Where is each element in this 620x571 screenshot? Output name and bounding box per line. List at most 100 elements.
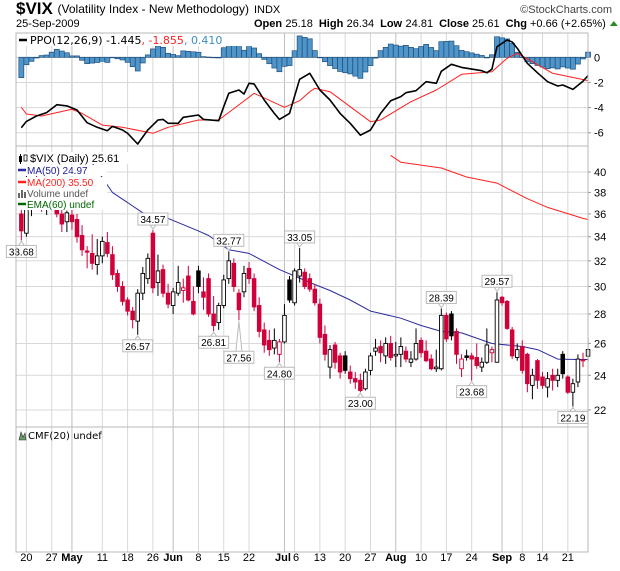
ppo-histogram-bar — [489, 54, 495, 58]
candle-body — [135, 292, 140, 322]
candle-body — [307, 278, 313, 290]
x-tick-label: 6 — [293, 552, 299, 564]
x-tick-label: 18 — [121, 552, 133, 564]
ppo-histogram-bar — [291, 50, 298, 58]
ppo-histogram-bar — [69, 55, 75, 58]
candlestick — [504, 299, 510, 330]
y-tick-label: 30 — [594, 281, 606, 293]
ppo-histogram-bar — [377, 50, 384, 58]
ppo-histogram-bar — [195, 51, 202, 58]
candle-body — [358, 379, 363, 391]
symbol: $VIX — [16, 0, 54, 18]
candle-body — [413, 343, 419, 360]
candle-body — [140, 272, 146, 294]
ppo-histogram-bar — [367, 56, 374, 66]
candle-body — [231, 262, 237, 287]
change-value: +0.66 (+2.65%) — [530, 18, 606, 30]
candlestick — [115, 269, 120, 292]
price-annotation: 23.68 — [456, 380, 488, 399]
ppo-histogram-bar — [139, 56, 146, 64]
ppo-histogram-bar — [276, 56, 283, 73]
panel-frames — [15, 32, 589, 553]
grid-lines — [16, 33, 588, 552]
candlestick — [287, 276, 292, 303]
candle-body — [24, 207, 29, 234]
candle-body — [363, 371, 368, 390]
ppo-legend-text: PPO(12,26,9) -1.445, -1.855, 0.410 — [30, 34, 222, 47]
candlestick — [272, 328, 277, 355]
ppo-histogram-bar — [337, 56, 343, 72]
ppo-y-tick-label: -2 — [594, 77, 604, 89]
ppo-histogram-bar — [23, 56, 30, 66]
candle-body — [388, 343, 393, 358]
ppo-histogram-bar — [387, 43, 394, 58]
candle-body — [530, 374, 535, 386]
annotation-box — [481, 274, 513, 288]
candlestick — [332, 341, 338, 369]
candlestick — [423, 340, 429, 363]
chart-date: 25-Sep-2009 — [16, 18, 80, 30]
ppo-histogram-bar — [362, 56, 369, 73]
candle-body — [398, 346, 404, 355]
ppo-histogram-bar — [124, 56, 131, 63]
y-tick-label: 26 — [594, 338, 606, 350]
ppo-histogram-bar — [423, 43, 429, 58]
candlestick — [211, 295, 216, 332]
copyright: ©StockCharts.com — [520, 4, 612, 16]
x-tick-label: Sep — [492, 552, 512, 564]
x-tick-label: 20 — [20, 552, 32, 564]
ppo-histogram-bar — [559, 56, 566, 68]
candle-body — [105, 242, 110, 254]
candle-body — [94, 255, 100, 266]
candle-body — [434, 366, 439, 370]
candle-body — [423, 350, 429, 362]
ppo-histogram-bar — [382, 46, 389, 58]
candle-body — [221, 279, 226, 306]
price-annotation: 26.57 — [122, 334, 154, 353]
y-tick-label: 34 — [594, 232, 606, 244]
legend-background — [17, 177, 107, 188]
candle-body — [165, 292, 171, 305]
ppo-histogram-bar — [544, 56, 551, 69]
candlestick — [19, 205, 24, 241]
annotation-pointer — [149, 224, 157, 230]
candle-body — [64, 212, 70, 223]
candlestick — [525, 352, 530, 393]
legend-background — [17, 165, 107, 176]
security-name: (Volatility Index - New Methodology) — [58, 2, 249, 16]
price-annotation: 23.00 — [344, 392, 376, 410]
up-arrow-icon — [609, 21, 618, 26]
candle-body — [145, 257, 151, 280]
candlestick — [393, 341, 399, 368]
candlestick — [570, 378, 576, 407]
ppo-histogram-bar — [89, 56, 96, 64]
candlestick — [565, 375, 571, 394]
candlestick — [464, 349, 469, 361]
candlestick — [509, 326, 515, 360]
candlestick — [94, 239, 100, 275]
ppo-histogram-bar — [266, 56, 273, 65]
ppo-histogram-bar — [220, 47, 227, 58]
ppo-histogram-bar — [428, 47, 435, 58]
candle-body — [196, 270, 201, 287]
ppo-legend: PPO(12,26,9) -1.445, -1.855, 0.410 — [17, 34, 255, 47]
candle-body — [504, 300, 510, 329]
candlestick — [535, 359, 540, 389]
candlestick — [191, 286, 196, 316]
candlestick — [59, 206, 65, 233]
annotation-box — [223, 350, 255, 364]
ma50-legend-label: MA(50) 24.97 — [27, 166, 88, 177]
open-label: Open — [254, 18, 282, 30]
plot-border — [15, 32, 589, 553]
ppo-y-tick-label: 0 — [594, 52, 600, 64]
candle-body — [181, 287, 186, 291]
ppo-histogram-bar — [342, 56, 349, 74]
annotation-pointer — [356, 392, 364, 398]
candlestick — [540, 372, 545, 389]
candle-body — [74, 219, 80, 238]
candlestick — [378, 340, 383, 363]
legend-background — [17, 34, 255, 46]
candle-body — [403, 350, 409, 360]
candle-body — [312, 288, 318, 304]
ppo-histogram-bar — [473, 53, 480, 58]
